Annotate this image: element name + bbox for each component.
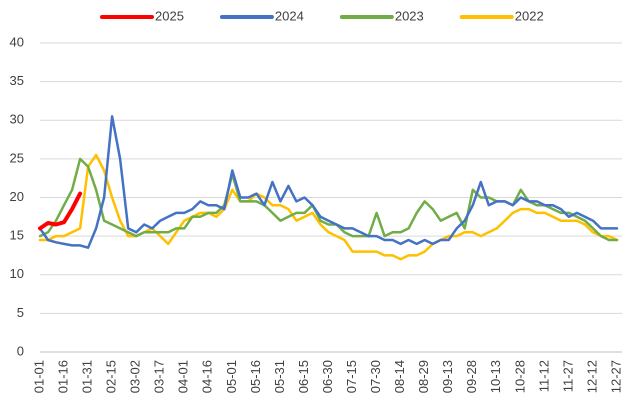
legend-item: 2024 bbox=[219, 8, 304, 23]
x-tick-label: 07-15 bbox=[344, 360, 359, 393]
x-tick-label: 05-31 bbox=[272, 360, 287, 393]
x-tick-label: 09-13 bbox=[440, 360, 455, 393]
y-tick-label: 10 bbox=[10, 266, 24, 281]
legend-item: 2022 bbox=[459, 8, 544, 23]
x-tick-label: 11-27 bbox=[560, 360, 575, 392]
x-tick-label: 10-13 bbox=[488, 360, 503, 393]
x-tick-label: 03-17 bbox=[152, 360, 167, 393]
x-tick-label: 01-01 bbox=[31, 360, 46, 393]
x-tick-label: 06-30 bbox=[320, 360, 335, 393]
x-tick-label: 12-27 bbox=[608, 360, 623, 393]
x-tick-label: 02-15 bbox=[104, 360, 119, 393]
legend-item: 2025 bbox=[100, 8, 184, 23]
y-tick-label: 20 bbox=[10, 189, 24, 204]
x-tick-label: 07-30 bbox=[368, 360, 383, 393]
legend-label: 2025 bbox=[155, 8, 184, 23]
x-tick-label: 04-16 bbox=[200, 360, 215, 393]
series-line bbox=[38, 191, 83, 231]
legend-item: 2023 bbox=[339, 8, 424, 23]
x-tick-label: 10-28 bbox=[512, 360, 527, 393]
x-tick-label: 05-01 bbox=[224, 360, 239, 393]
y-tick-label: 5 bbox=[17, 305, 24, 320]
x-tick-label: 11-12 bbox=[536, 360, 551, 392]
legend-label: 2024 bbox=[275, 8, 304, 23]
x-tick-label: 05-16 bbox=[248, 360, 263, 393]
legend-label: 2023 bbox=[395, 8, 424, 23]
x-tick-label: 12-12 bbox=[584, 360, 599, 393]
x-tick-label: 01-31 bbox=[80, 360, 95, 393]
y-tick-label: 35 bbox=[10, 73, 24, 88]
x-tick-label: 01-16 bbox=[55, 360, 70, 393]
x-tick-label: 08-14 bbox=[392, 360, 407, 393]
y-tick-label: 25 bbox=[10, 150, 24, 165]
y-tick-label: 15 bbox=[10, 228, 24, 243]
y-tick-label: 0 bbox=[17, 343, 24, 358]
x-tick-label: 09-28 bbox=[464, 360, 479, 393]
series-line bbox=[38, 157, 619, 242]
x-tick-label: 04-01 bbox=[176, 360, 191, 393]
x-tick-label: 08-29 bbox=[416, 360, 431, 393]
x-tick-label: 06-15 bbox=[296, 360, 311, 393]
y-tick-label: 40 bbox=[10, 34, 24, 49]
y-tick-label: 30 bbox=[10, 112, 24, 127]
series-line bbox=[38, 115, 619, 249]
x-tick-label: 03-02 bbox=[128, 360, 143, 393]
legend-label: 2022 bbox=[515, 8, 544, 23]
